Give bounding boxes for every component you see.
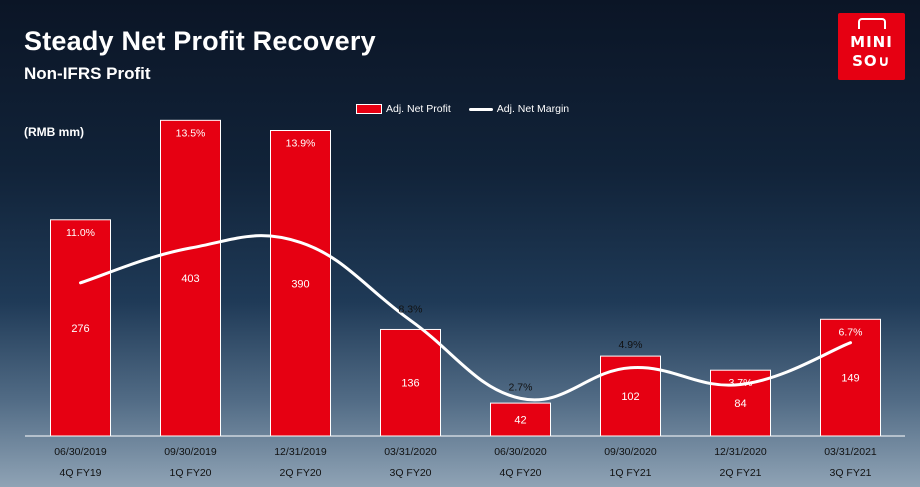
x-tick-date-2: 12/31/2019 bbox=[274, 446, 327, 458]
bar-3 bbox=[380, 328, 441, 437]
margin-label-7: 6.7% bbox=[839, 326, 863, 338]
x-tick-fiscal-7: 3Q FY21 bbox=[829, 467, 871, 479]
bar-value-label-6: 84 bbox=[734, 398, 746, 410]
margin-label-6: 3.7% bbox=[729, 377, 753, 389]
bar-value-label-0: 276 bbox=[71, 323, 89, 335]
net-margin-line bbox=[79, 234, 852, 402]
x-tick-date-7: 03/31/2021 bbox=[824, 446, 877, 458]
x-tick-fiscal-3: 3Q FY20 bbox=[389, 467, 431, 479]
logo-text-line1: MINI bbox=[850, 33, 893, 51]
margin-label-5: 4.9% bbox=[619, 339, 643, 351]
legend-bar-swatch bbox=[356, 104, 382, 114]
miniso-logo: MINI SO∪ bbox=[838, 13, 905, 80]
legend-label-net-profit: Adj. Net Profit bbox=[386, 103, 451, 115]
x-tick-fiscal-4: 4Q FY20 bbox=[499, 467, 541, 479]
x-tick-date-4: 06/30/2020 bbox=[494, 446, 547, 458]
bar-value-label-3: 136 bbox=[401, 378, 419, 390]
x-tick-fiscal-6: 2Q FY21 bbox=[719, 467, 761, 479]
margin-label-0: 11.0% bbox=[66, 227, 95, 239]
unit-label: (RMB mm) bbox=[24, 125, 84, 139]
bar-0 bbox=[50, 219, 111, 437]
page-title: Steady Net Profit Recovery bbox=[24, 26, 376, 56]
bar-7 bbox=[820, 318, 881, 437]
margin-label-2: 13.9% bbox=[286, 138, 316, 150]
x-tick-date-6: 12/31/2020 bbox=[714, 446, 767, 458]
bar-4 bbox=[490, 402, 551, 437]
chart-legend: Adj. Net Profit Adj. Net Margin bbox=[356, 103, 587, 115]
legend-line-swatch bbox=[468, 107, 493, 111]
margin-label-4: 2.7% bbox=[509, 381, 533, 393]
x-tick-fiscal-0: 4Q FY19 bbox=[59, 467, 101, 479]
x-tick-fiscal-5: 1Q FY21 bbox=[609, 467, 651, 479]
bar-value-label-4: 42 bbox=[514, 415, 526, 427]
x-tick-date-1: 09/30/2019 bbox=[164, 446, 217, 458]
bar-1 bbox=[160, 119, 221, 437]
shopping-bag-icon bbox=[858, 18, 886, 29]
margin-label-1: 13.5% bbox=[176, 127, 206, 139]
bar-value-label-7: 149 bbox=[841, 373, 859, 385]
x-tick-date-5: 09/30/2020 bbox=[604, 446, 657, 458]
x-tick-date-0: 06/30/2019 bbox=[54, 446, 107, 458]
x-tick-fiscal-1: 1Q FY20 bbox=[169, 467, 211, 479]
legend-item-net-profit: Adj. Net Profit bbox=[356, 103, 451, 115]
page-subtitle: Non-IFRS Profit bbox=[24, 64, 151, 83]
x-tick-fiscal-2: 2Q FY20 bbox=[279, 467, 321, 479]
x-tick-date-3: 03/31/2020 bbox=[384, 446, 437, 458]
bar-value-label-5: 102 bbox=[621, 391, 639, 403]
bar-value-label-2: 390 bbox=[291, 278, 309, 290]
legend-item-net-margin: Adj. Net Margin bbox=[468, 103, 570, 115]
bar-value-label-1: 403 bbox=[181, 273, 199, 285]
logo-text-line2: SO∪ bbox=[852, 52, 891, 70]
bar-2 bbox=[270, 130, 331, 437]
margin-label-3: 8.3% bbox=[399, 303, 423, 315]
legend-label-net-margin: Adj. Net Margin bbox=[496, 103, 570, 115]
